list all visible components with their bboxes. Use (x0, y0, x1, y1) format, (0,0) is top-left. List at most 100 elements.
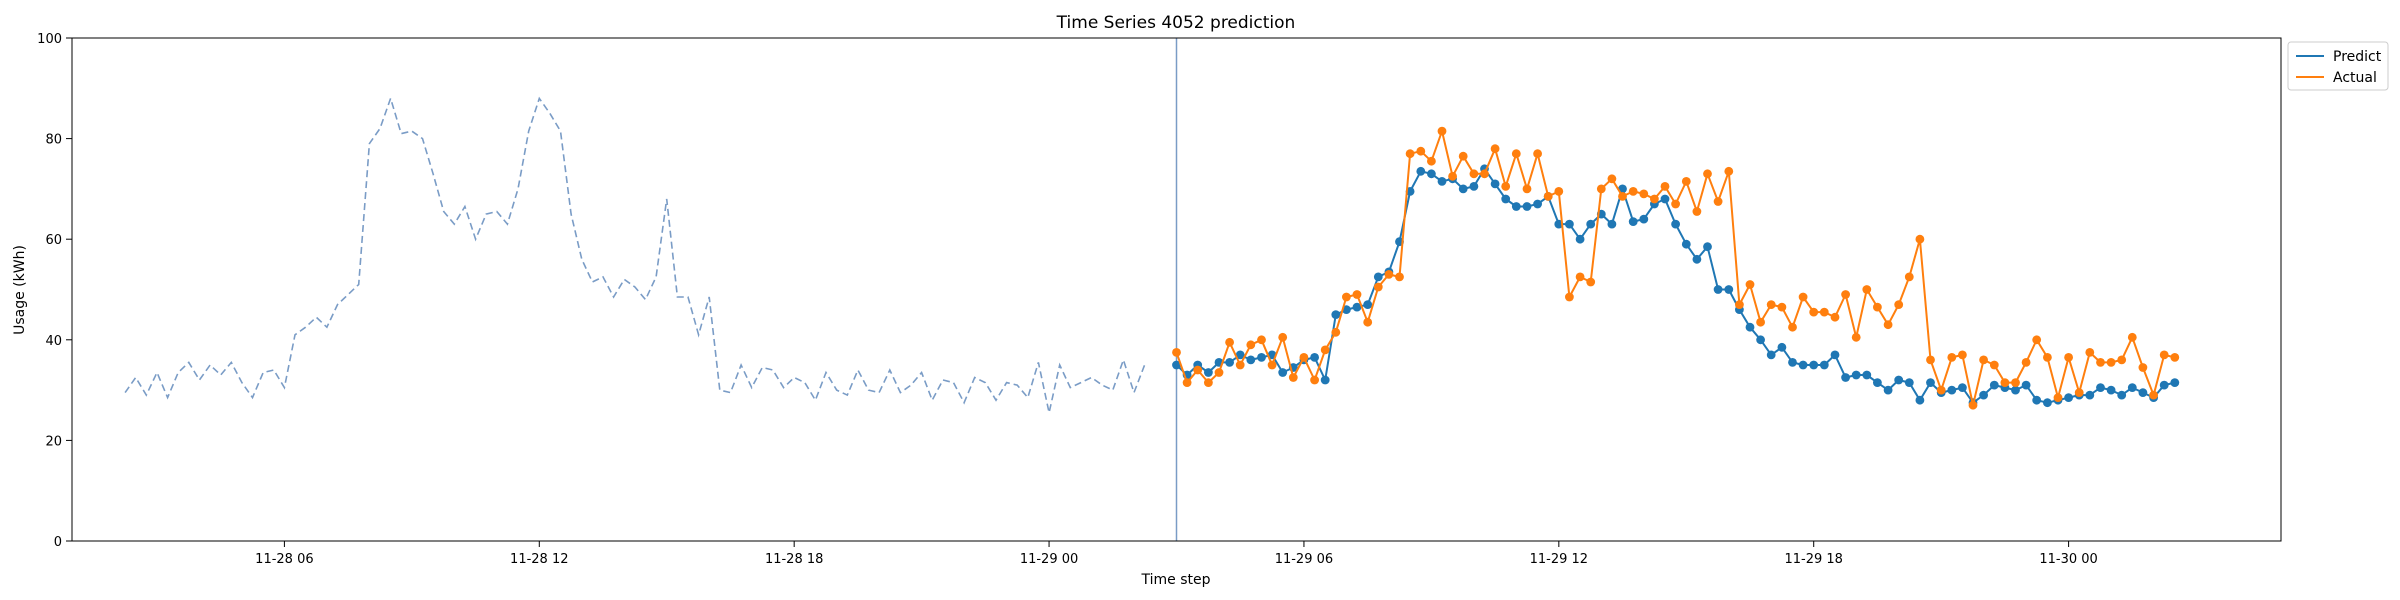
actual-point (1862, 285, 1872, 294)
predict-point (1437, 177, 1447, 186)
predict-point (1915, 395, 1925, 405)
actual-point (1628, 187, 1638, 196)
y-axis-label: Usage (kWh) (12, 245, 28, 335)
actual-point (1490, 144, 1500, 154)
predict-point (1172, 360, 1181, 370)
actual-point (2117, 355, 2127, 365)
y-tick-label: 60 (45, 233, 62, 248)
legend-label-actual: Actual (2333, 70, 2377, 86)
actual-point (1915, 234, 1925, 244)
actual-point (1936, 385, 1946, 395)
actual-point (1395, 272, 1404, 282)
predict-point (1841, 373, 1850, 382)
predict-point (1533, 199, 1542, 209)
predict-point (1565, 219, 1574, 229)
actual-point (1618, 192, 1627, 201)
predict-point (2043, 398, 2052, 408)
actual-point (1225, 337, 1234, 347)
predict-point (1490, 179, 1500, 189)
plot-area (124, 38, 2180, 541)
y-tick-label: 0 (54, 535, 62, 550)
predict-point (1204, 368, 1213, 377)
predict-point (1703, 242, 1712, 252)
y-tick-label: 100 (37, 32, 62, 47)
x-tick-label: 11-29 06 (1275, 552, 1333, 567)
x-tick-label: 11-29 00 (1020, 552, 1078, 567)
x-axis-label: Time step (1141, 572, 1211, 588)
predict-point (1320, 375, 1330, 385)
actual-point (1554, 187, 1564, 196)
history-line (124, 95, 1146, 413)
predict-point (1883, 385, 1893, 395)
actual-point (1533, 149, 1542, 159)
actual-point (1480, 169, 1489, 179)
actual-point (1565, 292, 1574, 302)
predict-point (2106, 385, 2116, 395)
predict-point (2011, 385, 2020, 395)
actual-point (1405, 149, 1415, 159)
predict-point (1373, 272, 1383, 282)
actual-point (1288, 373, 1298, 382)
actual-point (1278, 332, 1288, 342)
predict-point (1278, 368, 1288, 377)
predict-point (1522, 202, 1532, 211)
predict-point (2032, 395, 2042, 405)
actual-point (1235, 360, 1245, 370)
predict-point (1904, 378, 1914, 387)
actual-point (1830, 312, 1840, 322)
predict-point (1947, 385, 1957, 395)
x-tick-label: 11-28 06 (255, 552, 313, 567)
predict-point (1788, 358, 1797, 367)
predict-point (1745, 322, 1755, 332)
predict-point (1235, 350, 1245, 360)
predict-point (1873, 378, 1882, 387)
actual-point (1320, 345, 1330, 355)
actual-point (1246, 340, 1256, 350)
actual-point (1607, 174, 1617, 184)
actual-point (2000, 378, 2010, 387)
predict-point (1246, 355, 1256, 365)
predict-point (1756, 335, 1765, 345)
predict-point (1639, 214, 1649, 224)
actual-point (1947, 353, 1957, 362)
actual-point (1501, 182, 1511, 191)
actual-point (2053, 393, 2063, 402)
actual-point (1894, 300, 1904, 309)
predict-point (1575, 234, 1585, 244)
predict-point (1851, 370, 1861, 380)
predict-point (1724, 285, 1734, 294)
predict-point (1257, 353, 1266, 362)
actual-point (1841, 290, 1850, 299)
actual-point (1968, 400, 1978, 410)
actual-point (1437, 126, 1447, 136)
predict-point (2117, 390, 2127, 400)
actual-point (1352, 290, 1362, 299)
actual-point (2138, 363, 2148, 372)
actual-point (1735, 300, 1744, 309)
predict-point (1777, 342, 1787, 352)
predict-point (2064, 393, 2074, 402)
actual-point (1926, 355, 1935, 365)
predict-point (1926, 378, 1935, 387)
predict-point (1798, 360, 1808, 370)
actual-point (2074, 388, 2084, 397)
actual-point (1193, 365, 1203, 375)
predict-point (1958, 383, 1967, 392)
actual-point (1904, 272, 1914, 282)
actual-point (1650, 194, 1659, 204)
predict-point (2096, 383, 2105, 392)
actual-point (1798, 292, 1808, 302)
predict-point (1310, 353, 1319, 362)
actual-point (1342, 292, 1351, 302)
actual-point (1958, 350, 1967, 360)
actual-point (2149, 390, 2159, 400)
predict-point (1458, 184, 1468, 194)
actual-point (2011, 378, 2020, 387)
actual-point (2085, 348, 2095, 357)
predict-point (1692, 254, 1702, 264)
actual-point (1427, 156, 1436, 166)
predict-point (1671, 219, 1680, 229)
actual-point (2032, 335, 2042, 345)
actual-point (1681, 177, 1691, 186)
